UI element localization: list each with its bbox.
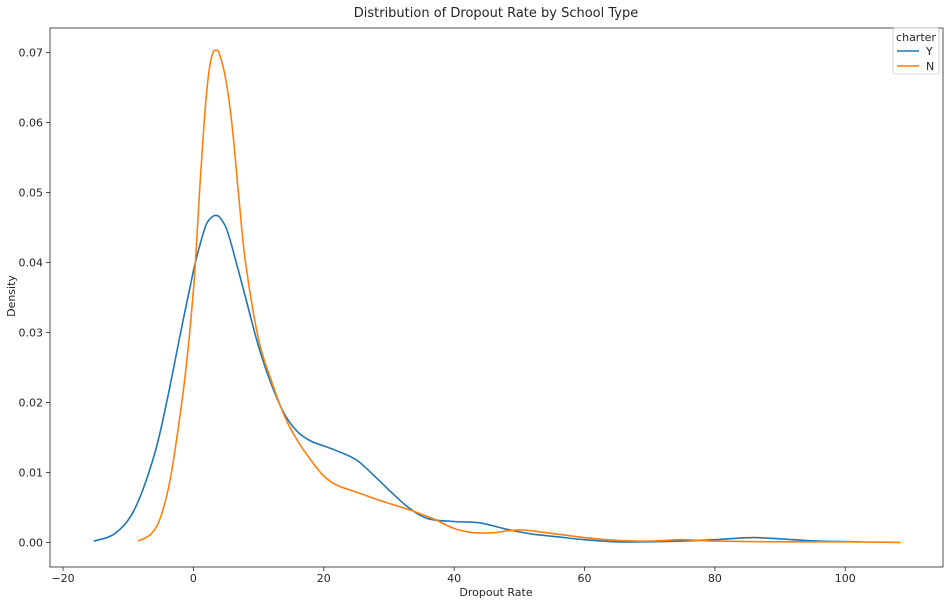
- legend-label-n: N: [926, 60, 934, 73]
- series-line-y: [93, 214, 859, 543]
- chart-title: Distribution of Dropout Rate by School T…: [354, 6, 639, 21]
- y-tick-label: 0.03: [19, 327, 44, 340]
- legend-label-y: Y: [925, 45, 933, 58]
- legend-title: charter: [896, 31, 936, 44]
- x-tick-label: 20: [317, 572, 331, 585]
- series-lines: [93, 49, 901, 544]
- y-tick-label: 0.01: [19, 467, 44, 480]
- y-tick-label: 0.05: [19, 187, 44, 200]
- y-tick-label: 0.00: [19, 537, 44, 550]
- y-tick-label: 0.06: [19, 117, 44, 130]
- plot-area: [49, 27, 944, 568]
- x-axis-title: Dropout Rate: [459, 586, 532, 599]
- y-tick-label: 0.02: [19, 397, 44, 410]
- y-tick-label: 0.04: [19, 257, 44, 270]
- x-tick-label: 60: [577, 572, 591, 585]
- x-tick-label: −20: [51, 572, 74, 585]
- legend: charter Y N: [892, 27, 940, 75]
- y-tick-label: 0.07: [19, 47, 44, 60]
- x-tick-label: 80: [708, 572, 722, 585]
- x-tick-label: 100: [835, 572, 856, 585]
- x-tick-label: 40: [447, 572, 461, 585]
- x-tick-label: 0: [190, 572, 197, 585]
- axis-ticks: −20 0 20 40 60 80 100 0.00 0.01 0.02 0.03 0.04 0.05 0…: [19, 47, 856, 586]
- series-line-n: [137, 49, 901, 544]
- y-axis-title: Density: [5, 275, 18, 317]
